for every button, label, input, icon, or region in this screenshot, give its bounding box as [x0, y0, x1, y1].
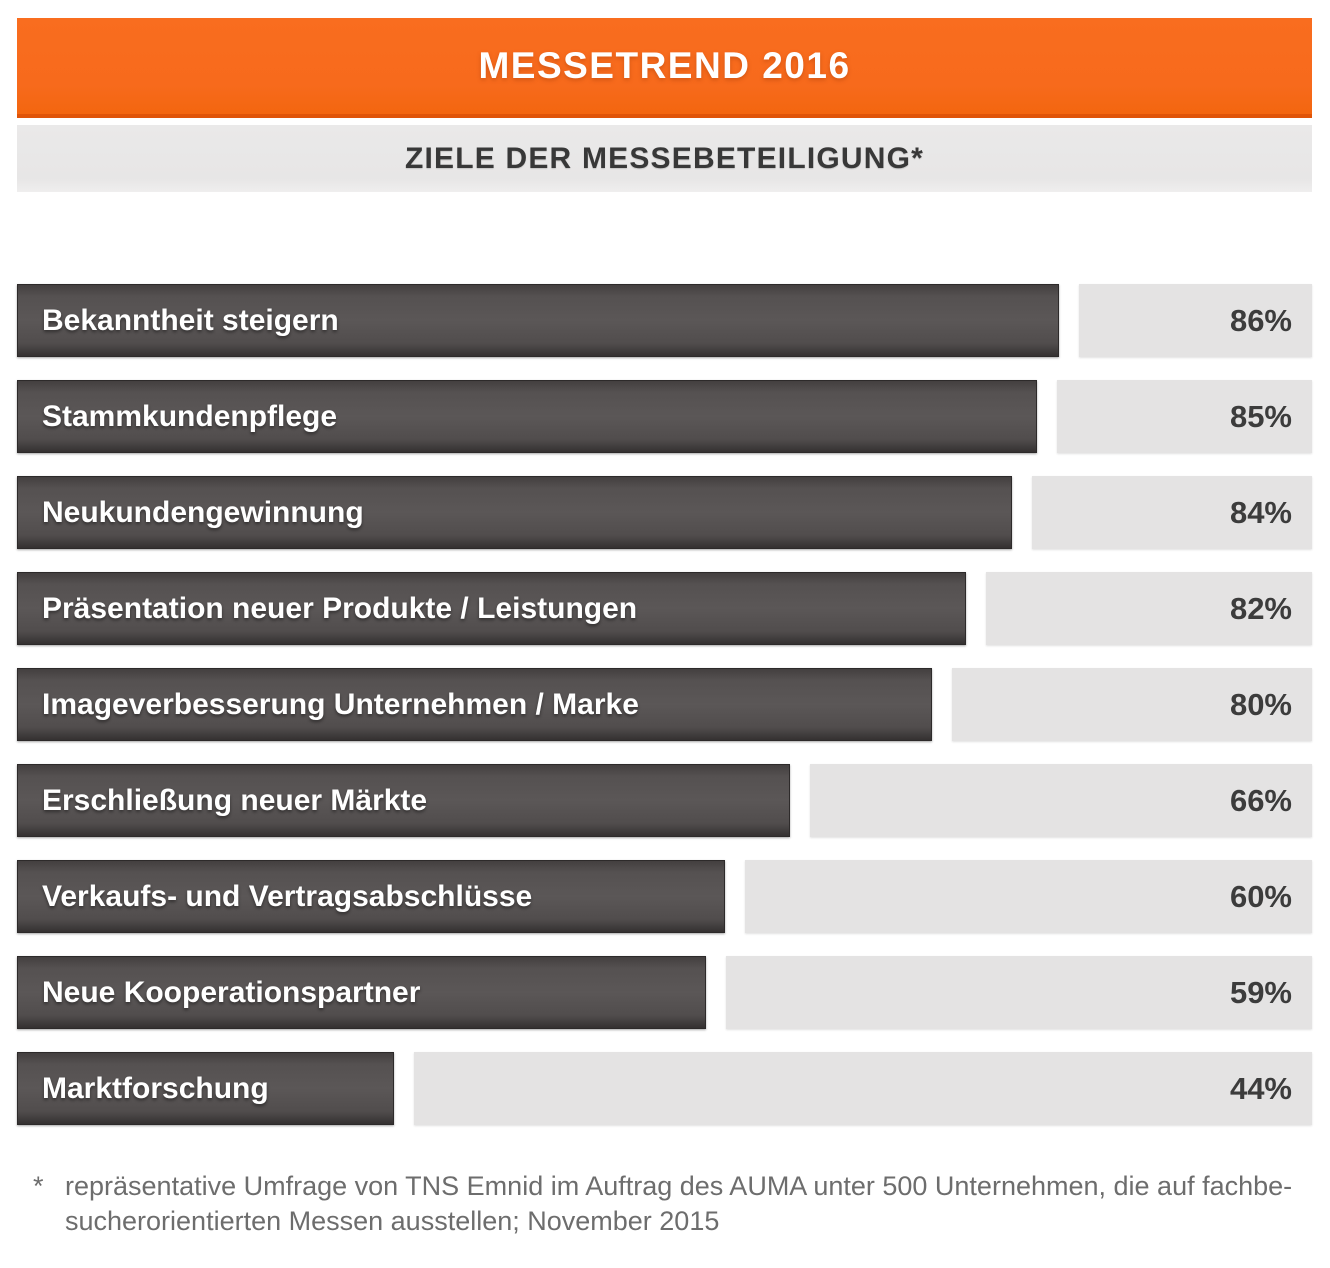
bar-row-3: Neukundengewinnung 84%: [17, 476, 1312, 549]
bar-track: 80%: [952, 668, 1312, 741]
bar-track: 85%: [1057, 380, 1312, 453]
bar-fill-imageverbesserung: Imageverbesserung Unternehmen / Marke: [17, 668, 932, 741]
bar-track: 59%: [726, 956, 1312, 1029]
bar-fill-praesentation-neuer-produkte: Präsentation neuer Produkte / Leistungen: [17, 572, 966, 645]
subtitle-banner: ZIELE DER MESSEBETEILIGUNG*: [17, 125, 1312, 192]
bar-fill-erschliessung-neuer-maerkte: Erschließung neuer Märkte: [17, 764, 790, 837]
bar-track: 82%: [986, 572, 1312, 645]
bar-label: Erschließung neuer Märkte: [42, 783, 428, 817]
bar-fill-verkaufs-und-vertragsabschluesse: Verkaufs- und Vertragsabschlüsse: [17, 860, 725, 933]
infographic: MESSETREND 2016 ZIELE DER MESSEBETEILIGU…: [17, 18, 1312, 1239]
bar-row-1: Bekanntheit steigern 86%: [17, 284, 1312, 357]
bar-value: 84%: [1229, 494, 1292, 530]
footnote-asterisk: *: [33, 1171, 44, 1201]
footnote-line-1: repräsentative Umfrage von TNS Emnid im …: [65, 1171, 1293, 1201]
bar-chart: Bekanntheit steigern 86% Stammkundenpfle…: [17, 284, 1312, 1125]
bar-fill-neukundengewinnung: Neukundengewinnung: [17, 476, 1012, 549]
bar-value: 85%: [1229, 398, 1292, 434]
bar-row-7: Verkaufs- und Vertragsabschlüsse 60%: [17, 860, 1312, 933]
bar-label: Neukundengewinnung: [42, 495, 364, 529]
bar-label: Imageverbesserung Unternehmen / Marke: [42, 687, 639, 721]
bar-label: Bekanntheit steigern: [42, 303, 339, 337]
bar-track: 84%: [1032, 476, 1312, 549]
bar-track: 66%: [810, 764, 1312, 837]
title-banner: MESSETREND 2016: [17, 18, 1312, 118]
bar-value: 44%: [1229, 1070, 1292, 1106]
bar-value: 66%: [1229, 782, 1292, 818]
bar-track: 60%: [745, 860, 1312, 933]
bar-label: Verkaufs- und Vertragsabschlüsse: [42, 879, 533, 913]
bar-value: 82%: [1229, 590, 1292, 626]
bar-fill-marktforschung: Marktforschung: [17, 1052, 394, 1125]
bar-label: Stammkundenpflege: [42, 399, 338, 433]
bar-label: Marktforschung: [42, 1071, 269, 1105]
bar-label: Präsentation neuer Produkte / Leistungen: [42, 591, 638, 625]
bar-track: 86%: [1079, 284, 1312, 357]
page-title: MESSETREND 2016: [478, 45, 851, 86]
bar-row-8: Neue Kooperationspartner 59%: [17, 956, 1312, 1029]
bar-value: 60%: [1229, 878, 1292, 914]
bar-fill-bekanntheit-steigern: Bekanntheit steigern: [17, 284, 1059, 357]
bar-row-4: Präsentation neuer Produkte / Leistungen…: [17, 572, 1312, 645]
bar-value: 86%: [1229, 302, 1292, 338]
footnote-text: repräsentative Umfrage von TNS Emnid im …: [65, 1169, 1312, 1239]
footnote: * repräsentative Umfrage von TNS Emnid i…: [17, 1169, 1312, 1239]
bar-label: Neue Kooperationspartner: [42, 975, 421, 1009]
bar-row-6: Erschließung neuer Märkte 66%: [17, 764, 1312, 837]
bar-row-2: Stammkundenpflege 85%: [17, 380, 1312, 453]
bar-row-9: Marktforschung 44%: [17, 1052, 1312, 1125]
bar-fill-neue-kooperationspartner: Neue Kooperationspartner: [17, 956, 706, 1029]
footnote-line-2: sucherorientierten Messen ausstellen; No…: [65, 1206, 720, 1236]
bar-track: 44%: [414, 1052, 1312, 1125]
chart-title: ZIELE DER MESSEBETEILIGUNG*: [404, 141, 925, 175]
bar-value: 59%: [1229, 974, 1292, 1010]
bar-value: 80%: [1229, 686, 1292, 722]
bar-row-5: Imageverbesserung Unternehmen / Marke 80…: [17, 668, 1312, 741]
bar-fill-stammkundenpflege: Stammkundenpflege: [17, 380, 1037, 453]
